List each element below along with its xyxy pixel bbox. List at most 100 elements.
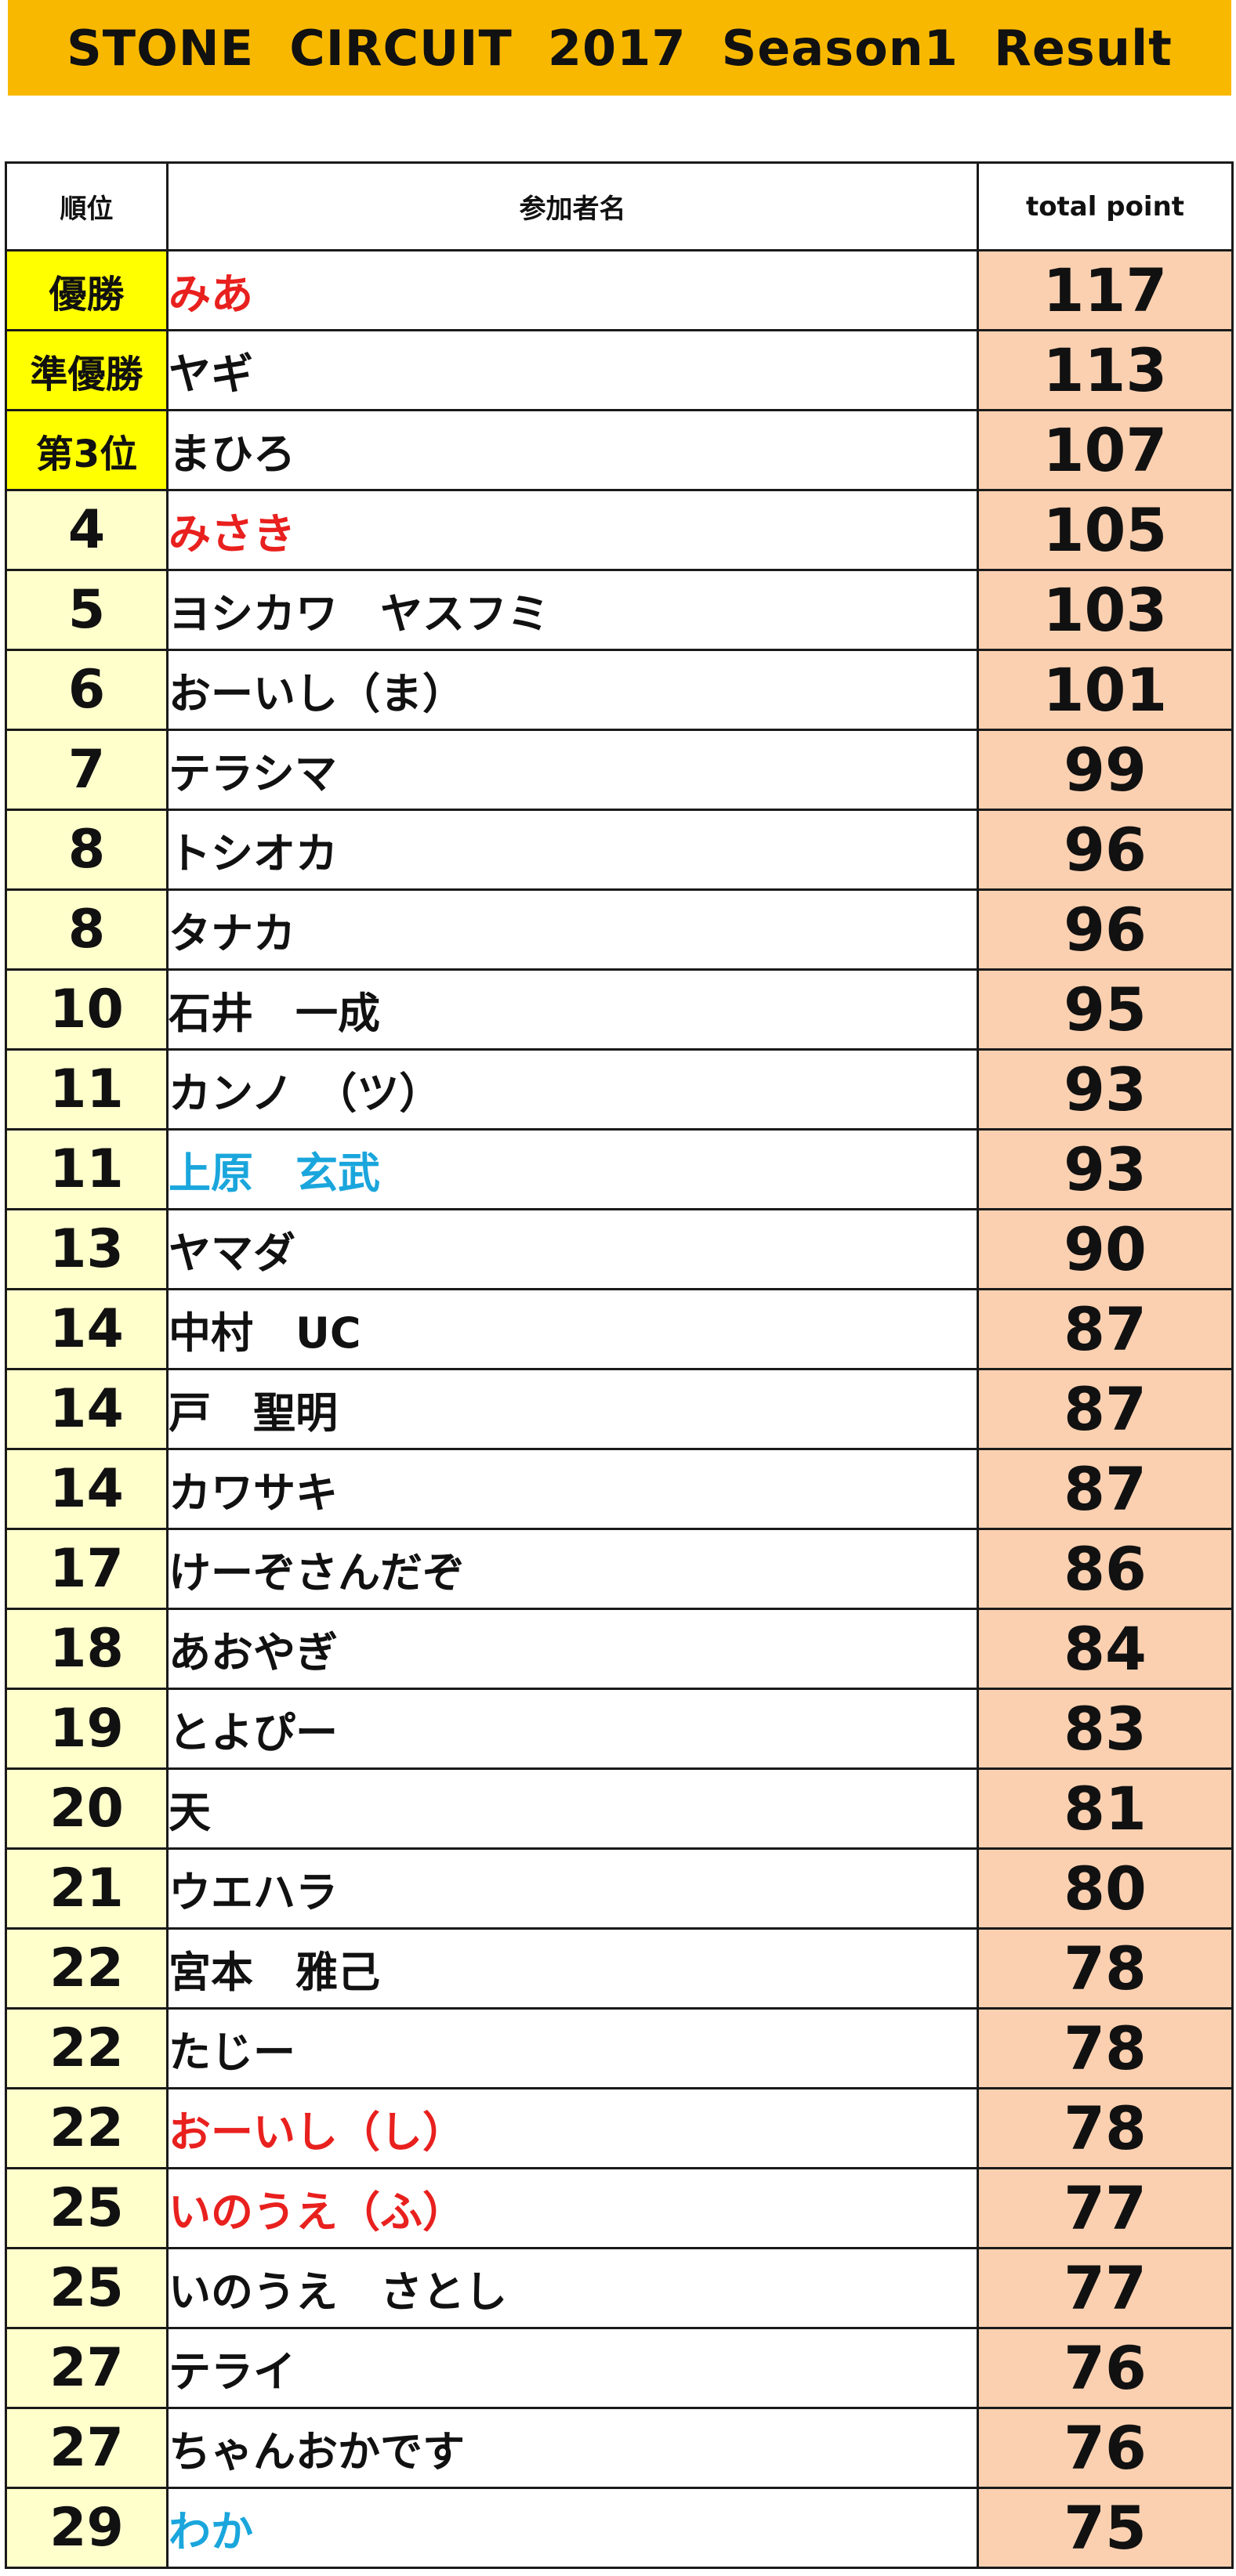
total-point-cell: 76 [977,2407,1234,2489]
medal-rank-cell: 第3位 [5,409,169,491]
rank-cell: 27 [5,2327,169,2409]
total-point-cell: 101 [977,649,1234,731]
rank-cell: 18 [5,1608,169,1690]
participant-name-cell: まひろ [166,409,979,491]
rank-cell: 29 [5,2487,169,2569]
participant-name-cell: ヤギ [166,329,979,411]
total-point-cell: 87 [977,1288,1234,1370]
participant-name-cell: いのうえ（ふ） [166,2167,979,2249]
participant-name-cell: 天 [166,1767,979,1850]
table-row: 10 石井 一成 95 [5,968,1234,1051]
total-point-cell: 78 [977,1927,1234,2010]
column-header-points: total point [977,161,1234,251]
total-point-cell: 86 [977,1528,1234,1610]
column-header-name: 参加者名 [166,161,979,251]
rank-cell: 7 [5,729,169,811]
total-point-cell: 113 [977,329,1234,411]
total-point-cell: 78 [977,2087,1234,2169]
total-point-cell: 95 [977,968,1234,1051]
rank-cell: 4 [5,489,169,571]
rank-cell: 14 [5,1448,169,1530]
rank-cell: 8 [5,888,169,971]
participant-name-cell: とよぴー [166,1688,979,1770]
rank-cell: 5 [5,569,169,651]
total-point-cell: 117 [977,249,1234,331]
total-point-cell: 77 [977,2167,1234,2249]
table-row: 4 みさき 105 [5,489,1234,571]
table-row: 21 ウエハラ 80 [5,1847,1234,1930]
total-point-cell: 99 [977,729,1234,811]
table-row: 8 トシオカ 96 [5,809,1234,891]
title-banner: STONE CIRCUIT 2017 Season1 Result [8,0,1231,96]
table-row: 8 タナカ 96 [5,888,1234,971]
rank-cell: 13 [5,1208,169,1290]
table-row: 27 ちゃんおかです 76 [5,2407,1234,2489]
results-body: 優勝 みあ 117 準優勝 ヤギ 113 第3位 まひろ 107 4 みさき 105 5 ヨシカワ ヤスフ… [5,249,1234,2569]
participant-name-cell: おーいし（し） [166,2087,979,2169]
rank-cell: 19 [5,1688,169,1770]
participant-name-cell: みあ [166,249,979,331]
table-row: 14 カワサキ 87 [5,1448,1234,1530]
table-header-row: 順位 参加者名 total point [5,161,1234,251]
participant-name-cell: テライ [166,2327,979,2409]
table-row: 第3位 まひろ 107 [5,409,1234,491]
total-point-cell: 83 [977,1688,1234,1770]
table-row: 11 カンノ （ツ） 93 [5,1048,1234,1131]
participant-name-cell: ウエハラ [166,1847,979,1930]
table-row: 11 上原 玄武 93 [5,1128,1234,1210]
table-row: 14 戸 聖明 87 [5,1368,1234,1450]
table-row: 22 たじー 78 [5,2007,1234,2089]
participant-name-cell: いのうえ さとし [166,2247,979,2329]
table-row: 22 おーいし（し） 78 [5,2087,1234,2169]
rank-cell: 11 [5,1048,169,1131]
total-point-cell: 75 [977,2487,1234,2569]
total-point-cell: 107 [977,409,1234,491]
participant-name-cell: ちゃんおかです [166,2407,979,2489]
participant-name-cell: 戸 聖明 [166,1368,979,1450]
medal-rank-cell: 準優勝 [5,329,169,411]
table-row: 7 テラシマ 99 [5,729,1234,811]
rank-cell: 11 [5,1128,169,1210]
total-point-cell: 96 [977,809,1234,891]
results-table: 順位 参加者名 total point 優勝 みあ 117 準優勝 ヤギ 113 第3位 まひ… [5,161,1234,2569]
table-row: 6 おーいし（ま） 101 [5,649,1234,731]
rank-cell: 14 [5,1288,169,1370]
participant-name-cell: あおやぎ [166,1608,979,1690]
total-point-cell: 105 [977,489,1234,571]
participant-name-cell: 宮本 雅己 [166,1927,979,2010]
total-point-cell: 84 [977,1608,1234,1690]
total-point-cell: 103 [977,569,1234,651]
table-row: 優勝 みあ 117 [5,249,1234,331]
total-point-cell: 77 [977,2247,1234,2329]
total-point-cell: 87 [977,1448,1234,1530]
rank-cell: 25 [5,2167,169,2249]
total-point-cell: 76 [977,2327,1234,2409]
participant-name-cell: おーいし（ま） [166,649,979,731]
rank-cell: 22 [5,1927,169,2010]
column-header-rank: 順位 [5,161,169,251]
participant-name-cell: トシオカ [166,809,979,891]
rank-cell: 27 [5,2407,169,2489]
total-point-cell: 78 [977,2007,1234,2089]
participant-name-cell: カワサキ [166,1448,979,1530]
table-row: 27 テライ 76 [5,2327,1234,2409]
participant-name-cell: わか [166,2487,979,2569]
rank-cell: 21 [5,1847,169,1930]
medal-rank-cell: 優勝 [5,249,169,331]
total-point-cell: 90 [977,1208,1234,1290]
total-point-cell: 81 [977,1767,1234,1850]
rank-cell: 8 [5,809,169,891]
table-row: 29 わか 75 [5,2487,1234,2569]
participant-name-cell: カンノ （ツ） [166,1048,979,1131]
table-row: 25 いのうえ さとし 77 [5,2247,1234,2329]
participant-name-cell: 上原 玄武 [166,1128,979,1210]
participant-name-cell: ヤマダ [166,1208,979,1290]
participant-name-cell: タナカ [166,888,979,971]
rank-cell: 22 [5,2087,169,2169]
participant-name-cell: 石井 一成 [166,968,979,1051]
table-row: 5 ヨシカワ ヤスフミ 103 [5,569,1234,651]
table-row: 14 中村 UC 87 [5,1288,1234,1370]
table-row: 20 天 81 [5,1767,1234,1850]
participant-name-cell: テラシマ [166,729,979,811]
table-row: 25 いのうえ（ふ） 77 [5,2167,1234,2249]
